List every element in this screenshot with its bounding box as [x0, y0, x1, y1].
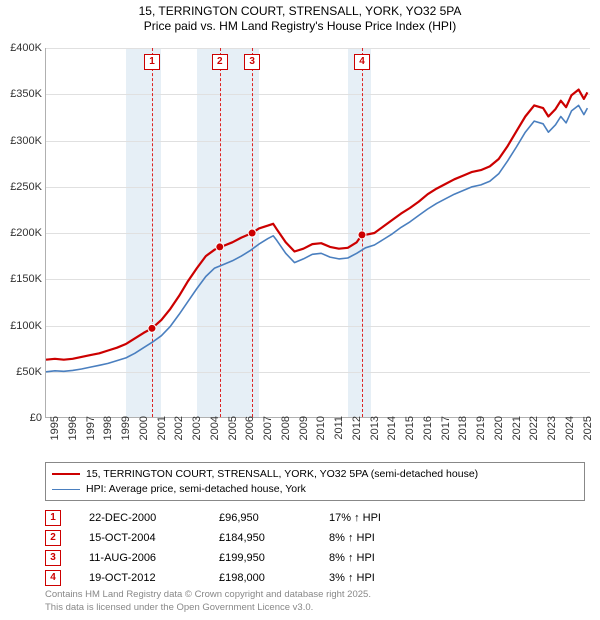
- xtick-label: 2005: [227, 416, 239, 456]
- footer-line1: Contains HM Land Registry data © Crown c…: [45, 589, 371, 601]
- xtick-label: 1998: [102, 416, 114, 456]
- xtick-label: 2015: [404, 416, 416, 456]
- xtick-label: 1996: [67, 416, 79, 456]
- sale-price-dot: [358, 231, 366, 239]
- sales-table: 1 22-DEC-2000£96,95017% ↑ HPI 2 15-OCT-2004…: [45, 508, 439, 588]
- xtick-label: 2004: [209, 416, 221, 456]
- xtick-label: 2023: [546, 416, 558, 456]
- chart-title-block: 15, TERRINGTON COURT, STRENSALL, YORK, Y…: [0, 0, 600, 34]
- sale-event-marker: 2: [212, 54, 228, 70]
- sales-row: 2 15-OCT-2004£184,9508% ↑ HPI: [45, 528, 439, 548]
- xtick-label: 2009: [298, 416, 310, 456]
- xtick-label: 2021: [511, 416, 523, 456]
- xtick-label: 2010: [315, 416, 327, 456]
- sale-event-marker: 1: [144, 54, 160, 70]
- xtick-label: 2017: [440, 416, 452, 456]
- xtick-label: 2020: [493, 416, 505, 456]
- xtick-label: 2012: [351, 416, 363, 456]
- sales-row-date: 22-DEC-2000: [89, 512, 219, 524]
- sales-row-price: £199,950: [219, 552, 329, 564]
- title-line2: Price paid vs. HM Land Registry's House …: [0, 19, 600, 34]
- ytick-label: £300K: [0, 135, 42, 147]
- chart-legend: 15, TERRINGTON COURT, STRENSALL, YORK, Y…: [45, 462, 585, 501]
- sales-row-date: 19-OCT-2012: [89, 572, 219, 584]
- legend-row: 15, TERRINGTON COURT, STRENSALL, YORK, Y…: [52, 467, 578, 482]
- sales-row-diff: 17% ↑ HPI: [329, 512, 439, 524]
- ytick-label: £200K: [0, 227, 42, 239]
- sale-event-marker: 4: [354, 54, 370, 70]
- title-line1: 15, TERRINGTON COURT, STRENSALL, YORK, Y…: [0, 4, 600, 19]
- xtick-label: 1997: [85, 416, 97, 456]
- xtick-label: 2022: [528, 416, 540, 456]
- xtick-label: 2000: [138, 416, 150, 456]
- ytick-label: £250K: [0, 181, 42, 193]
- sale-price-dot: [248, 229, 256, 237]
- sales-row-number: 4: [45, 570, 61, 586]
- chart-plot-area: 1 23 4: [45, 48, 590, 418]
- xtick-label: 2013: [369, 416, 381, 456]
- xtick-label: 2018: [457, 416, 469, 456]
- sales-row-number: 3: [45, 550, 61, 566]
- xtick-label: 2007: [262, 416, 274, 456]
- chart-lines-svg: [46, 48, 590, 417]
- sales-row-price: £96,950: [219, 512, 329, 524]
- sale-price-dot: [216, 243, 224, 251]
- series-hpi: [46, 105, 587, 371]
- legend-label: HPI: Average price, semi-detached house,…: [86, 482, 306, 497]
- ytick-label: £150K: [0, 273, 42, 285]
- sales-row-number: 2: [45, 530, 61, 546]
- xtick-label: 2016: [422, 416, 434, 456]
- xtick-label: 1999: [120, 416, 132, 456]
- sales-row-price: £198,000: [219, 572, 329, 584]
- legend-label: 15, TERRINGTON COURT, STRENSALL, YORK, Y…: [86, 467, 478, 482]
- ytick-label: £0: [0, 412, 42, 424]
- ytick-label: £50K: [0, 366, 42, 378]
- xtick-label: 2001: [156, 416, 168, 456]
- sales-row: 4 19-OCT-2012£198,0003% ↑ HPI: [45, 568, 439, 588]
- sales-row: 3 11-AUG-2006£199,9508% ↑ HPI: [45, 548, 439, 568]
- xtick-label: 2019: [475, 416, 487, 456]
- legend-swatch: [52, 473, 80, 475]
- xtick-label: 2008: [280, 416, 292, 456]
- xtick-label: 2014: [386, 416, 398, 456]
- sales-row-diff: 8% ↑ HPI: [329, 552, 439, 564]
- legend-swatch: [52, 489, 80, 490]
- footer-attribution: Contains HM Land Registry data © Crown c…: [45, 589, 371, 614]
- xtick-label: 2024: [564, 416, 576, 456]
- series-price_paid: [46, 90, 587, 360]
- xtick-label: 2002: [173, 416, 185, 456]
- xtick-label: 2011: [333, 416, 345, 456]
- sales-row-date: 11-AUG-2006: [89, 552, 219, 564]
- sales-row: 1 22-DEC-2000£96,95017% ↑ HPI: [45, 508, 439, 528]
- xtick-label: 2025: [582, 416, 594, 456]
- ytick-label: £350K: [0, 88, 42, 100]
- footer-line2: This data is licensed under the Open Gov…: [45, 602, 371, 614]
- ytick-label: £100K: [0, 320, 42, 332]
- sales-row-diff: 3% ↑ HPI: [329, 572, 439, 584]
- xtick-label: 2003: [191, 416, 203, 456]
- xtick-label: 2006: [244, 416, 256, 456]
- sales-row-date: 15-OCT-2004: [89, 532, 219, 544]
- legend-row: HPI: Average price, semi-detached house,…: [52, 482, 578, 497]
- sales-row-price: £184,950: [219, 532, 329, 544]
- sales-row-number: 1: [45, 510, 61, 526]
- xtick-label: 1995: [49, 416, 61, 456]
- sale-event-marker: 3: [244, 54, 260, 70]
- ytick-label: £400K: [0, 42, 42, 54]
- sales-row-diff: 8% ↑ HPI: [329, 532, 439, 544]
- sale-price-dot: [148, 324, 156, 332]
